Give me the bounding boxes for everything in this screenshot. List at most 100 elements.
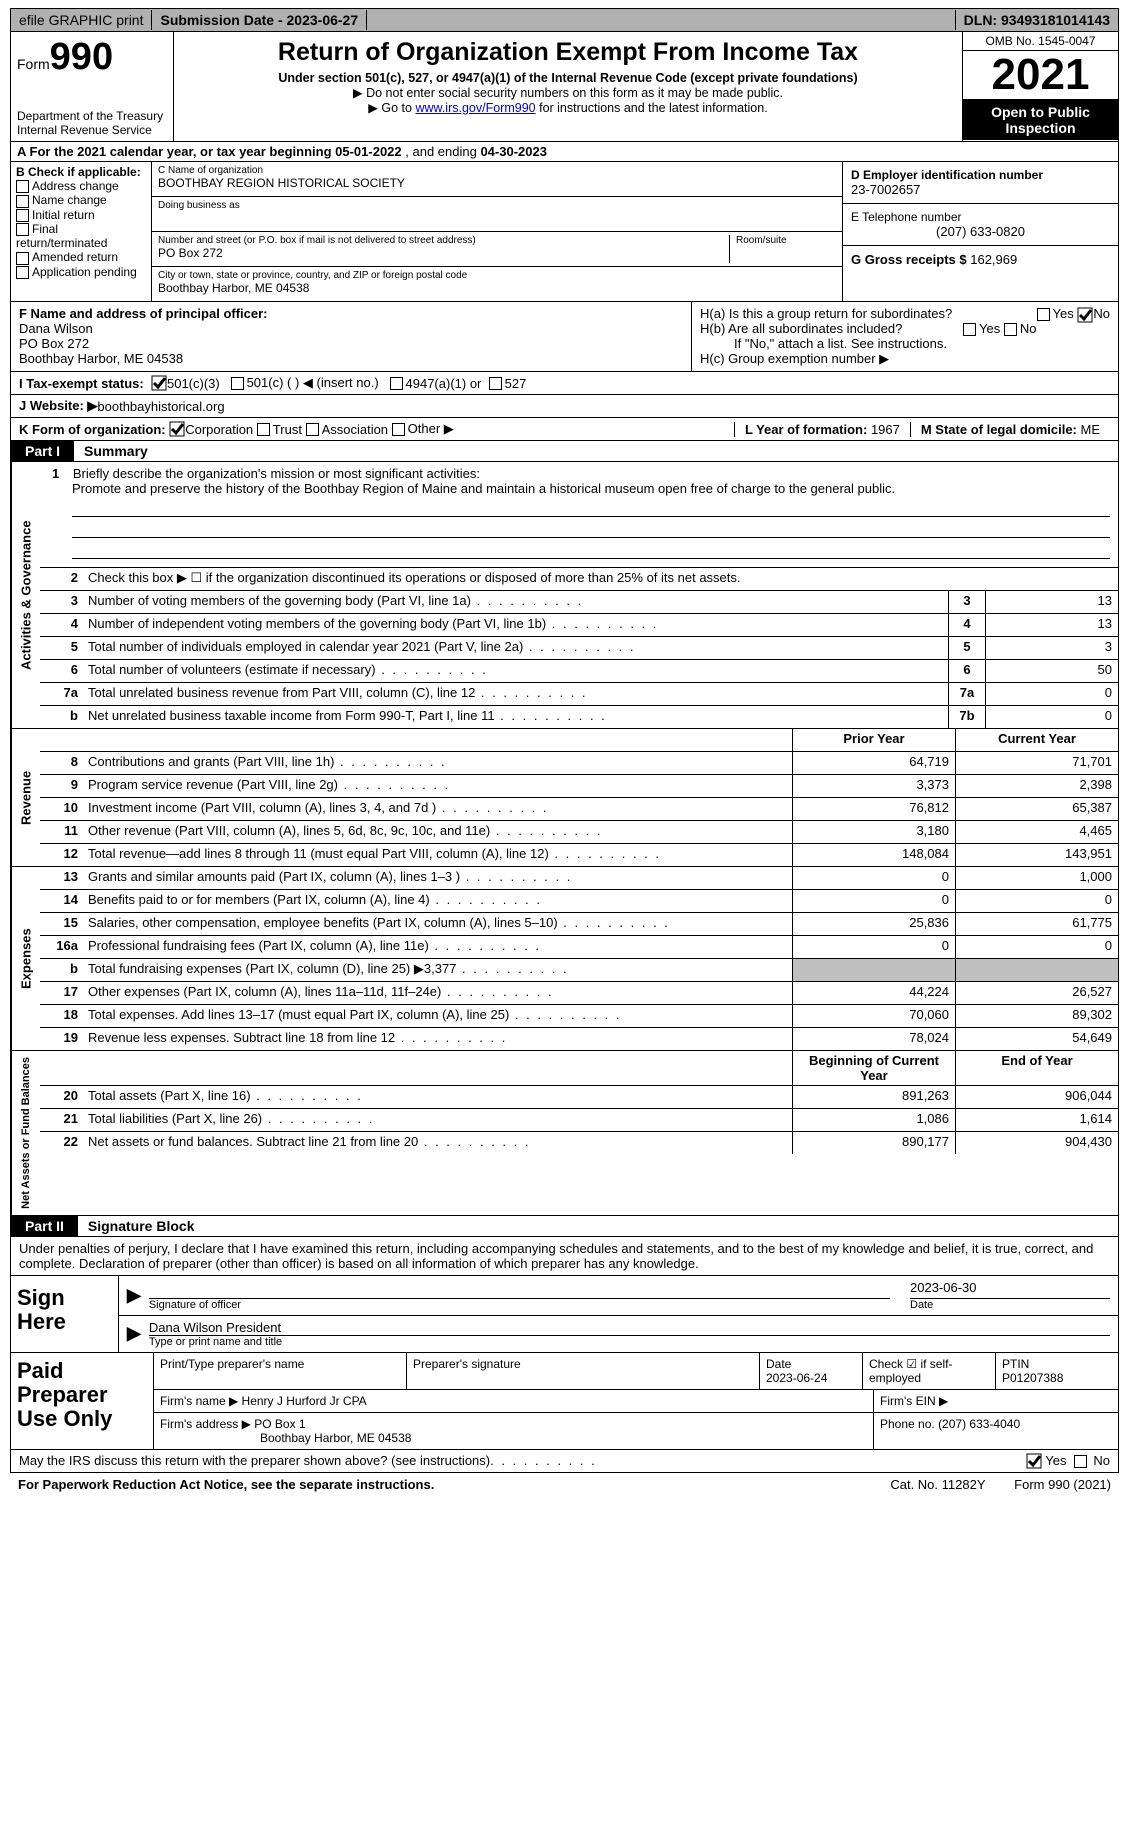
line-desc: Grants and similar amounts paid (Part IX… [84,867,792,889]
irs-link[interactable]: www.irs.gov/Form990 [415,101,535,115]
col-c: C Name of organization BOOTHBAY REGION H… [152,162,843,301]
hb-no-checkbox[interactable] [1004,323,1017,336]
firm-name-l: Firm's name ▶ [160,1394,238,1408]
line-num: 16a [40,936,84,958]
line-num: 3 [40,591,84,613]
checkbox[interactable] [16,252,29,265]
block-bcd: B Check if applicable: Address changeNam… [10,162,1119,302]
checkbox[interactable] [16,195,29,208]
k-trust-checkbox[interactable] [257,423,270,436]
j-label: J Website: ▶ [19,398,97,414]
efile-text: efile GRAPHIC print [19,12,143,28]
line-curr: 904,430 [955,1132,1118,1154]
checkbox[interactable] [16,209,29,222]
checked-icon [1077,307,1093,323]
row-k: K Form of organization: Corporation Trus… [10,418,1119,441]
prep-ptin-cell: PTIN P01207388 [996,1353,1118,1389]
ha-yes: Yes [1053,306,1074,321]
line-num: 17 [40,982,84,1004]
sign-here-row: Sign Here ▶ Signature of officer 2023-06… [11,1276,1118,1352]
sig-block: Under penalties of perjury, I declare th… [10,1237,1119,1450]
line-prior [792,959,955,981]
line-curr [955,959,1118,981]
omb-number: OMB No. 1545-0047 [963,32,1118,51]
side-label-gov: Activities & Governance [11,462,40,728]
rev-header: Prior Year Current Year [40,729,1118,752]
part1-header-row: Part I Summary [10,441,1119,462]
mission-text: Promote and preserve the history of the … [72,481,895,496]
line-curr: 143,951 [955,844,1118,866]
net-section: Net Assets or Fund Balances Beginning of… [10,1051,1119,1216]
side-label-exp: Expenses [11,867,40,1050]
ha-text: H(a) Is this a group return for subordin… [700,306,952,321]
sig-name-line: ▶ Dana Wilson President Type or print na… [119,1316,1118,1352]
hb-yes-checkbox[interactable] [963,323,976,336]
checked-icon [169,421,185,437]
dln-cell: DLN: 93493181014143 [955,10,1118,30]
prep-date-h: Date [766,1357,791,1371]
top-bar: efile GRAPHIC print Submission Date - 20… [10,8,1119,32]
colb-item: Amended return [16,250,146,264]
line-desc: Revenue less expenses. Subtract line 18 … [84,1028,792,1050]
footer-bottom: For Paperwork Reduction Act Notice, see … [10,1473,1119,1496]
form-word: Form [17,56,50,72]
i-4947-checkbox[interactable] [390,377,403,390]
i-527-checkbox[interactable] [489,377,502,390]
mission-uline2 [72,521,1110,538]
line-num: 18 [40,1005,84,1027]
prep-date-cell: Date 2023-06-24 [760,1353,863,1389]
net-lines: Beginning of Current Year End of Year 20… [40,1051,1118,1215]
col-h: H(a) Is this a group return for subordin… [692,302,1118,371]
checked-icon [1026,1453,1042,1469]
rev-lines: Prior Year Current Year 8Contributions a… [40,729,1118,866]
line-a-prefix: A For the 2021 calendar year, or tax yea… [17,144,335,159]
i-501c-checkbox[interactable] [231,377,244,390]
data-line: 13Grants and similar amounts paid (Part … [40,867,1118,890]
mission-uline1 [72,500,1110,517]
data-line: 15Salaries, other compensation, employee… [40,913,1118,936]
arrow-icon: ▶ [127,1285,141,1306]
dba-row: Doing business as [152,197,842,232]
ein-row: D Employer identification number 23-7002… [843,162,1118,204]
line-num: 9 [40,775,84,797]
org-name: BOOTHBAY REGION HISTORICAL SOCIETY [158,176,836,190]
data-line: 16aProfessional fundraising fees (Part I… [40,936,1118,959]
k-label: K Form of organization: [19,422,166,437]
i-4947: 4947(a)(1) or [406,376,482,391]
line-num: 4 [40,614,84,636]
firm-addr-cell: Firm's address ▶ PO Box 1 Boothbay Harbo… [154,1413,874,1449]
k-other-checkbox[interactable] [392,423,405,436]
note2-pre: ▶ Go to [368,101,415,115]
line-curr: 1,000 [955,867,1118,889]
line-desc: Other expenses (Part IX, column (A), lin… [84,982,792,1004]
line-val: 13 [985,591,1118,613]
gross-value: 162,969 [970,252,1017,267]
line-desc: Total assets (Part X, line 16) [84,1086,792,1108]
header-mid: Return of Organization Exempt From Incom… [174,32,962,141]
discuss-no-checkbox[interactable] [1074,1455,1087,1468]
hb-yes: Yes [979,321,1000,336]
line-num: 21 [40,1109,84,1131]
line2-num: 2 [40,568,84,590]
l-cell: L Year of formation: 1967 [734,422,910,437]
checked-icon [151,375,167,391]
checkbox[interactable] [16,266,29,279]
tel-row: E Telephone number (207) 633-0820 [843,204,1118,246]
checkbox[interactable] [16,180,29,193]
line-val: 3 [985,637,1118,659]
exp-section: Expenses 13Grants and similar amounts pa… [10,867,1119,1051]
ha-yes-checkbox[interactable] [1037,308,1050,321]
data-line: 10Investment income (Part VIII, column (… [40,798,1118,821]
line-curr: 1,614 [955,1109,1118,1131]
line-prior: 64,719 [792,752,955,774]
line-num: 22 [40,1132,84,1154]
k-assoc-checkbox[interactable] [306,423,319,436]
line-prior: 890,177 [792,1132,955,1154]
checkbox[interactable] [16,223,29,236]
org-name-row: C Name of organization BOOTHBAY REGION H… [152,162,842,197]
mission-uline3 [72,542,1110,559]
arrow-icon: ▶ [127,1323,141,1344]
line-num: 13 [40,867,84,889]
prep-ptin-h: PTIN [1002,1357,1029,1371]
line-a: A For the 2021 calendar year, or tax yea… [10,142,1119,162]
